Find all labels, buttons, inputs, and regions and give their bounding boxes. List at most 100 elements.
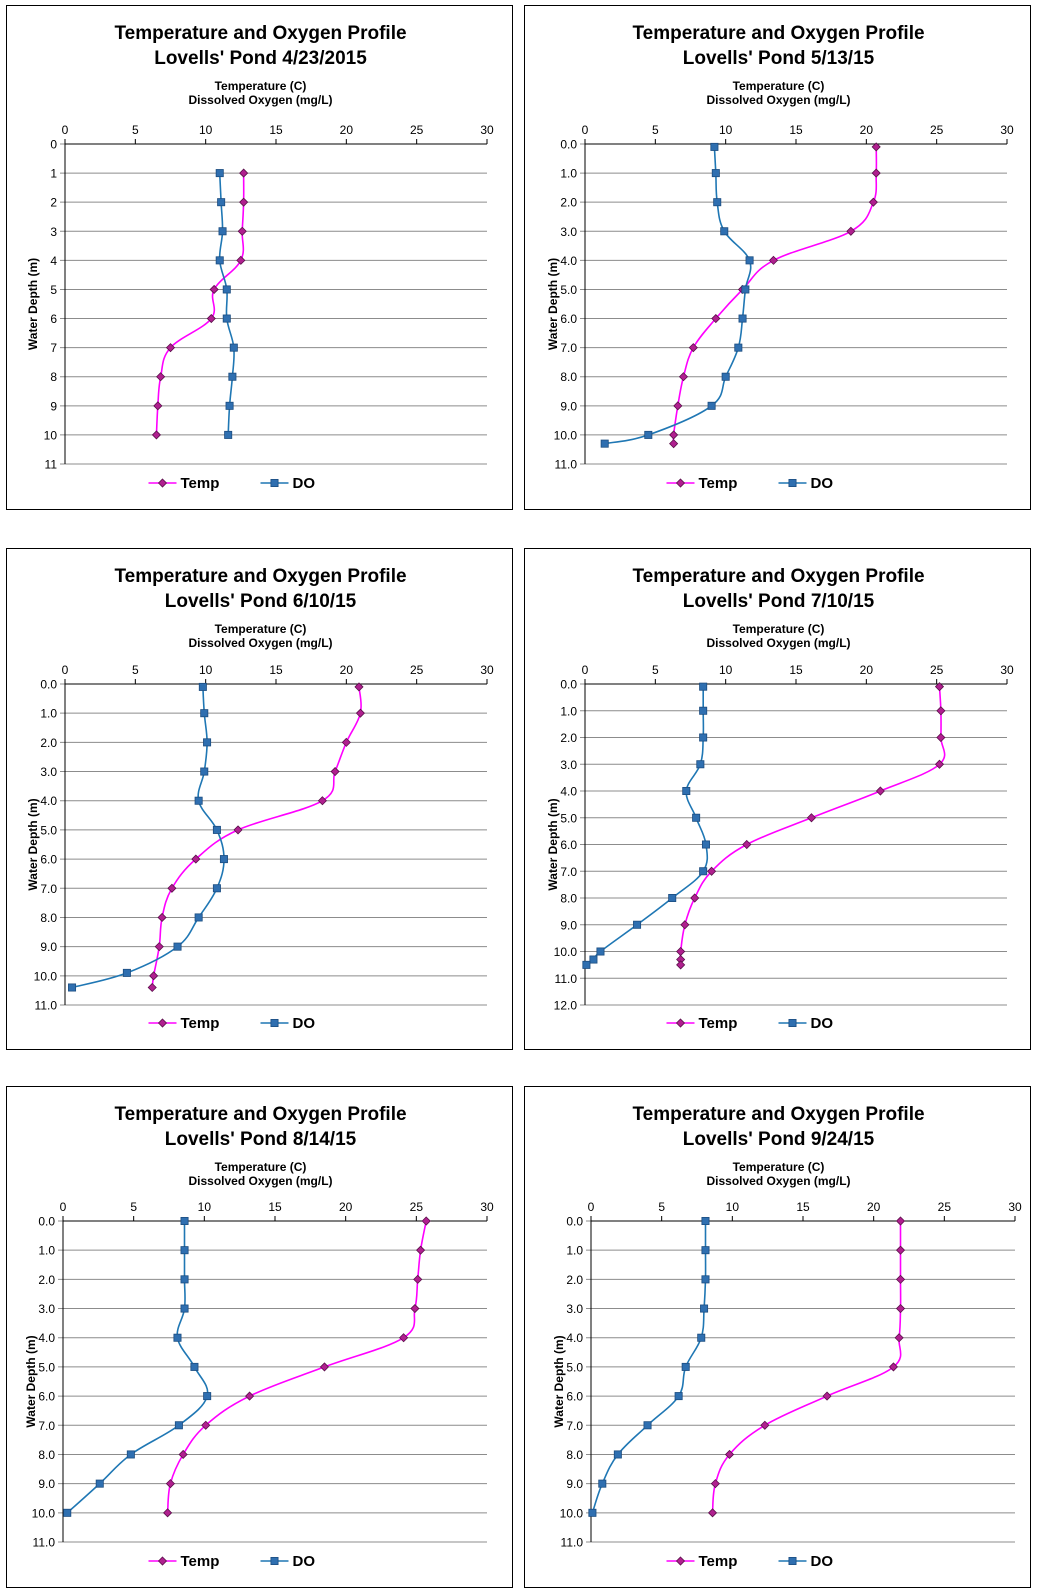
do-point — [215, 169, 224, 178]
legend-do-marker — [788, 478, 797, 487]
do-point — [126, 1450, 135, 1459]
y-tick-label: 0.0 — [560, 678, 577, 692]
do-point — [222, 314, 231, 323]
chart-title-line2: Lovells' Pond 4/23/2015 — [154, 48, 367, 69]
temp-point — [669, 430, 679, 440]
x-tick-label: 10 — [198, 1200, 212, 1214]
do-point — [699, 733, 708, 742]
series-do — [68, 682, 228, 992]
series-do — [600, 142, 754, 448]
temp-point — [676, 960, 686, 970]
do-point — [745, 256, 754, 265]
y-tick-label: 7.0 — [560, 865, 577, 879]
legend-temp-label: Temp — [699, 475, 738, 492]
legend: Temp DO — [666, 1015, 834, 1032]
chart-title-line1: Temperature and Oxygen Profile — [114, 23, 406, 44]
temp-point — [413, 1274, 423, 1284]
y-tick-label: 7.0 — [566, 1419, 583, 1433]
temp-point — [330, 766, 340, 777]
do-point — [212, 884, 221, 893]
temp-point — [806, 813, 817, 823]
y-tick-label: 2 — [50, 196, 57, 210]
do-point — [596, 947, 605, 956]
temp-point — [165, 343, 176, 353]
temp-point — [341, 737, 351, 747]
x-tick-label: 20 — [860, 123, 874, 137]
chart-panel-aug: Temperature and Oxygen Profile Lovells' P… — [6, 1086, 513, 1588]
temp-point — [673, 401, 683, 411]
x-tick-label: 15 — [796, 1200, 810, 1214]
do-point — [63, 1508, 72, 1517]
y-tick-label: 3 — [50, 225, 57, 239]
do-point — [600, 439, 609, 448]
x-tick-label: 20 — [860, 663, 874, 677]
series-temp — [707, 1216, 906, 1518]
do-point — [180, 1275, 189, 1284]
x-tick-label: 30 — [480, 123, 494, 137]
do-line — [218, 173, 235, 435]
x-axis-label-temperature: Temperature (C) — [733, 622, 825, 636]
do-point — [644, 430, 653, 439]
legend-temp-label: Temp — [181, 475, 220, 492]
gridlines — [60, 143, 487, 465]
do-point — [721, 372, 730, 381]
y-tick-label: 10 — [44, 428, 58, 442]
chart-title-line1: Temperature and Oxygen Profile — [114, 566, 406, 587]
do-point — [707, 401, 716, 410]
legend-do-marker — [788, 1556, 797, 1565]
chart-title-line1: Temperature and Oxygen Profile — [632, 1104, 924, 1125]
y-tick-label: 6.0 — [40, 853, 57, 867]
legend-temp-marker — [675, 1556, 686, 1566]
x-tick-label: 15 — [269, 123, 283, 137]
do-point — [218, 227, 227, 236]
chart-panel-jul: Temperature and Oxygen Profile Lovells' P… — [524, 548, 1031, 1050]
temp-point — [742, 839, 752, 850]
legend-temp-marker — [157, 1018, 168, 1028]
do-point — [200, 709, 209, 718]
temp-point — [209, 284, 219, 295]
chart-svg: Temperature and Oxygen Profile Lovells' P… — [26, 566, 494, 1032]
chart-svg: Temperature and Oxygen Profile Lovells' P… — [24, 1104, 494, 1570]
y-tick-label: 6 — [50, 312, 57, 326]
temp-point — [894, 1333, 904, 1343]
temp-point — [416, 1245, 426, 1255]
legend-do-label: DO — [811, 475, 834, 492]
temp-point — [149, 971, 159, 981]
x-tick-label: 25 — [410, 123, 424, 137]
legend-do-label: DO — [811, 1015, 834, 1032]
temp-point — [688, 343, 698, 353]
y-tick-label: 8.0 — [560, 892, 577, 906]
gridlines — [60, 683, 487, 1006]
do-point — [700, 1304, 709, 1313]
do-point — [711, 169, 720, 178]
y-tick-label: 2.0 — [38, 1273, 55, 1287]
x-tick-label: 10 — [199, 123, 213, 137]
y-tick-label: 1.0 — [40, 707, 57, 721]
y-tick-label: 0.0 — [566, 1215, 583, 1229]
temp-point — [846, 226, 856, 236]
y-tick-label: 11.0 — [555, 972, 578, 986]
gridlines — [580, 143, 1007, 465]
x-tick-label: 25 — [410, 1200, 424, 1214]
chart-title-line1: Temperature and Oxygen Profile — [632, 23, 924, 44]
y-tick-label: 7.0 — [40, 882, 57, 896]
y-tick-label: 3.0 — [566, 1302, 583, 1316]
x-tick-label: 20 — [867, 1200, 881, 1214]
y-tick-label: 10.0 — [554, 945, 578, 959]
chart-panel-may: Temperature and Oxygen Profile Lovells' P… — [524, 5, 1031, 510]
y-tick-label: 9.0 — [566, 1477, 583, 1491]
y-tick-label: 7 — [50, 341, 57, 355]
do-point — [633, 920, 642, 929]
y-tick-label: 10.0 — [34, 969, 58, 983]
temp-point — [399, 1333, 409, 1343]
do-point — [720, 227, 729, 236]
do-point — [701, 840, 710, 849]
temp-point — [822, 1391, 832, 1401]
temp-point — [711, 313, 721, 324]
do-point — [173, 1333, 182, 1342]
y-tick-label: 6.0 — [560, 312, 577, 326]
x-tick-label: 5 — [130, 1200, 137, 1214]
y-tick-label: 1.0 — [566, 1244, 583, 1258]
x-axis-label-temperature: Temperature (C) — [215, 79, 307, 93]
do-point — [697, 1333, 706, 1342]
